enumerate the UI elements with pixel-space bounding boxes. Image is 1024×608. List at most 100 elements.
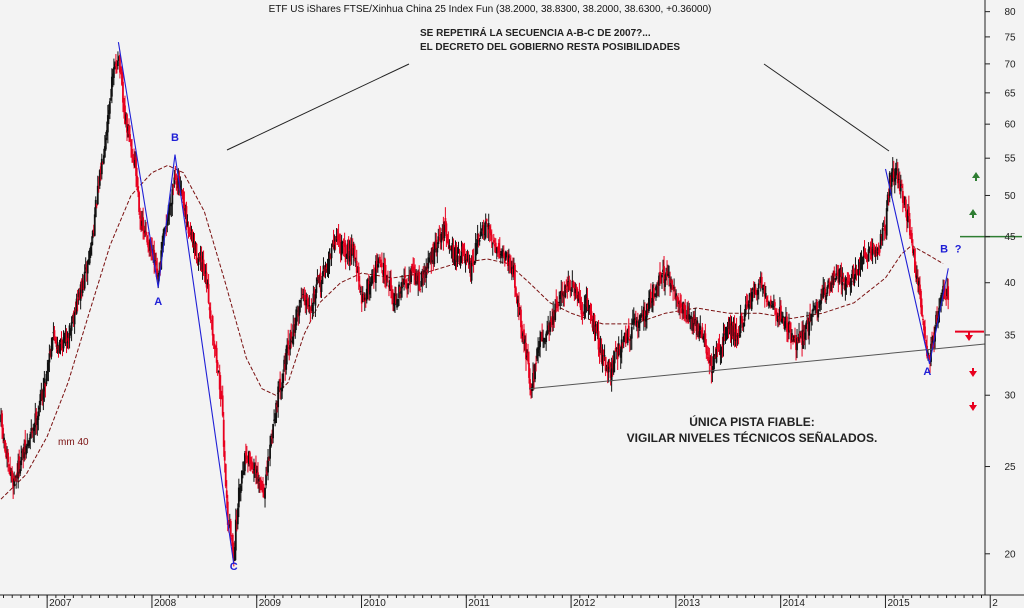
- candle-body: [334, 241, 337, 245]
- candle-body: [847, 282, 850, 284]
- candle-body: [431, 247, 434, 263]
- candle-body: [577, 294, 580, 302]
- candle-body: [613, 351, 616, 364]
- candle-body: [44, 382, 47, 387]
- candle-body: [28, 440, 31, 446]
- candle-body: [386, 276, 388, 278]
- candle-body: [636, 322, 639, 328]
- candle-body: [373, 278, 376, 280]
- candle-body: [185, 206, 188, 224]
- x-tick-label: 2013: [678, 598, 701, 608]
- candle-body: [313, 290, 316, 303]
- candle-body: [875, 248, 878, 256]
- candle-body: [551, 318, 554, 325]
- y-tick-label: 75: [1004, 32, 1016, 43]
- candle-body: [573, 284, 576, 296]
- candle-body: [932, 335, 934, 343]
- abc-wave-line: [884, 168, 949, 365]
- candle-body: [795, 339, 797, 350]
- candle-body: [770, 305, 773, 307]
- candle-body: [367, 280, 370, 293]
- candle-body: [800, 335, 802, 337]
- candle-body: [391, 290, 393, 294]
- candle-body: [34, 413, 37, 428]
- candle-body: [900, 186, 903, 188]
- candle-body: [866, 255, 869, 259]
- candle-body: [263, 487, 265, 497]
- candle-body: [257, 472, 259, 478]
- candle-body: [518, 303, 520, 316]
- candle-body: [23, 443, 26, 459]
- candle-body: [905, 211, 908, 221]
- candle-body: [590, 311, 593, 317]
- candle-body: [1, 413, 3, 428]
- candle-body: [340, 242, 343, 256]
- candle-body: [514, 264, 516, 288]
- candle-body: [651, 301, 653, 303]
- x-tick-label: 2015: [887, 598, 910, 608]
- candle-body: [80, 280, 83, 290]
- candle-body: [123, 103, 125, 110]
- candle-body: [892, 171, 895, 178]
- candle-body: [761, 288, 764, 290]
- candle-body: [733, 322, 736, 340]
- candle-body: [322, 265, 325, 272]
- candle-body: [140, 219, 143, 230]
- candle-body: [432, 243, 435, 261]
- x-tick-label: 2014: [783, 598, 806, 608]
- candle-body: [102, 155, 105, 164]
- candle-body: [908, 219, 911, 236]
- candle-body: [277, 386, 280, 408]
- candle-body: [910, 233, 913, 243]
- candle-body: [513, 265, 515, 274]
- candle-body: [302, 294, 305, 296]
- candle-body: [292, 324, 295, 345]
- candle-body: [356, 270, 359, 273]
- candle-body: [809, 314, 812, 322]
- candles-layer: [0, 50, 950, 567]
- candle-body: [162, 233, 165, 242]
- candle-body: [861, 263, 864, 265]
- candle-body: [652, 284, 654, 302]
- candle-body: [472, 259, 475, 264]
- candle-body: [435, 239, 438, 249]
- candle-body: [349, 248, 352, 257]
- candle-body: [410, 268, 413, 283]
- candle-body: [565, 288, 568, 290]
- candle-body: [859, 262, 862, 270]
- candle-body: [291, 340, 294, 343]
- candle-body: [663, 266, 665, 284]
- candle-body: [270, 435, 272, 447]
- candle-body: [489, 231, 492, 236]
- candle-body: [584, 305, 587, 307]
- candle-body: [479, 231, 482, 237]
- candle-body: [98, 170, 101, 186]
- candle-body: [773, 302, 776, 307]
- candle-body: [161, 241, 164, 249]
- candle-body: [262, 487, 264, 492]
- candle-body: [359, 290, 362, 292]
- candle-body: [446, 234, 449, 243]
- candle-body: [723, 331, 726, 334]
- candle-body: [2, 427, 4, 438]
- candle-body: [874, 250, 877, 257]
- candle-body: [395, 296, 397, 304]
- candle-body: [704, 333, 707, 347]
- candle-body: [767, 301, 770, 306]
- candle-body: [299, 300, 302, 303]
- candle-body: [774, 310, 777, 315]
- candle-body: [532, 372, 534, 389]
- candle-body: [799, 332, 801, 338]
- candle-body: [745, 301, 748, 304]
- candle-body: [148, 244, 151, 252]
- candle-body: [47, 362, 50, 371]
- candle-body: [323, 268, 326, 272]
- candle-body: [692, 316, 695, 331]
- candle-body: [245, 455, 248, 460]
- candle-body: [389, 280, 391, 289]
- candle-body: [362, 294, 365, 302]
- candle-body: [203, 274, 206, 276]
- candle-body: [648, 297, 650, 312]
- candle-body: [382, 270, 384, 275]
